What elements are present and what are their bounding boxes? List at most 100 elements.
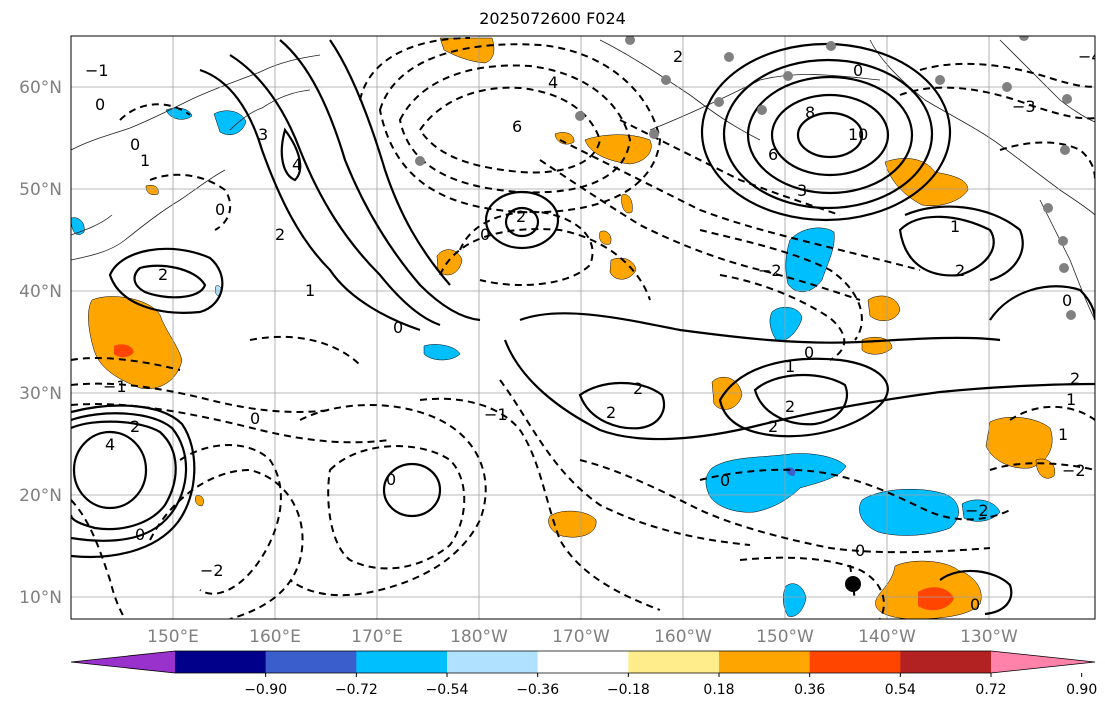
colorbar-segment — [265, 651, 357, 673]
contour-label: 2 — [768, 417, 778, 436]
positive-anomaly-region — [621, 194, 633, 214]
negative-anomaly-region — [783, 583, 807, 617]
colorbar-tick-label: −0.72 — [335, 682, 378, 698]
contour-label: 2 — [516, 207, 526, 226]
contour-label: 2 — [955, 261, 965, 280]
contour-label: −4 — [1078, 47, 1102, 66]
contour-label: −2 — [965, 501, 989, 520]
contour-label: 0 — [135, 525, 145, 544]
colorbar-tick-label: 0.54 — [885, 682, 916, 698]
positive-anomaly-region — [609, 257, 637, 280]
latitude-label: 20°N — [19, 486, 62, 506]
colorbar-extend-low — [71, 651, 175, 673]
contour-label: 1 — [1066, 390, 1076, 409]
colorbar-segment — [628, 651, 720, 673]
shaded-anomaly-regions — [71, 37, 1056, 619]
longitude-label: 160°E — [249, 627, 301, 647]
latitude-label: 60°N — [19, 78, 62, 98]
contour-label: 2 — [633, 379, 643, 398]
colorbar-extend-high — [991, 651, 1095, 673]
contour-label: −2 — [1062, 461, 1086, 480]
colorbar: −0.90 −0.72 −0.54 −0.36 −0.18 0.18 0.36 0.54 0.7… — [70, 650, 1097, 698]
longitude-label: 170°W — [552, 627, 610, 647]
negative-anomaly-region — [423, 344, 461, 361]
negative-anomaly-region — [213, 110, 247, 135]
contour-label: 10 — [848, 125, 868, 144]
colorbar-segment — [537, 651, 629, 673]
longitude-label: 150°W — [756, 627, 814, 647]
colorbar-tick-label: 0.36 — [794, 682, 825, 698]
colorbar-segment — [900, 651, 992, 673]
contour-label: 0 — [853, 61, 863, 80]
contour-label: 1 — [140, 151, 150, 170]
contour-label: 2 — [158, 265, 168, 284]
negative-anomaly-region — [859, 488, 959, 536]
contour-label: 0 — [386, 470, 396, 489]
contour-label: 1 — [1058, 425, 1068, 444]
contour-label: −2 — [200, 561, 224, 580]
contour-label: 2 — [130, 417, 140, 436]
station-markers — [415, 36, 1076, 592]
longitude-label: 150°E — [147, 627, 199, 647]
latitude-label: 50°N — [19, 180, 62, 200]
contour-label: 2 — [275, 225, 285, 244]
positive-anomaly-region — [195, 495, 204, 507]
latitude-label: 10°N — [19, 588, 62, 608]
latitude-label: 40°N — [19, 282, 62, 302]
colorbar-segment — [719, 651, 811, 673]
map-frame — [70, 35, 1096, 620]
negative-anomaly-region — [769, 306, 803, 342]
positive-anomaly-region — [548, 510, 597, 538]
colorbar-segment — [447, 651, 539, 673]
strong-positive-anomaly-region — [918, 587, 954, 611]
positive-anomaly-region — [436, 249, 463, 276]
contour-label: 0 — [970, 595, 980, 614]
colorbar-tick-label: 0.18 — [703, 682, 734, 698]
contour-label: 2 — [785, 397, 795, 416]
contour-label: 0 — [215, 200, 225, 219]
colorbar-segment — [175, 651, 267, 673]
contour-label: 0 — [1062, 291, 1072, 310]
negative-anomaly-region — [71, 217, 85, 235]
contour-label: −2 — [758, 261, 782, 280]
positive-anomaly-region — [145, 185, 159, 195]
contour-label: 0 — [130, 135, 140, 154]
contour-label: 0 — [480, 225, 490, 244]
contour-label: 2 — [1070, 369, 1080, 388]
contour-label: 8 — [805, 103, 815, 122]
contour-label: 2 — [673, 47, 683, 66]
contour-label: 0 — [720, 471, 730, 490]
contour-label: −1 — [85, 61, 109, 80]
contour-label: 6 — [768, 145, 778, 164]
contour-labels: 8 10 6 3 2 0 6 4 4 2 2 1 0 0 −1 2 1 0 3 … — [85, 47, 1102, 614]
contour-label: 1 — [950, 217, 960, 236]
colorbar-tick-label: −0.54 — [426, 682, 469, 698]
colorbar-segment — [356, 651, 448, 673]
contour-label: 4 — [105, 435, 115, 454]
contour-label: 3 — [797, 181, 807, 200]
longitude-label: 170°E — [351, 627, 403, 647]
contour-label: −3 — [1012, 97, 1036, 116]
positive-anomaly-region — [599, 230, 612, 245]
longitude-label: 140°W — [858, 627, 916, 647]
map-title: 2025072600 F024 — [479, 9, 626, 28]
contour-label: 2 — [606, 403, 616, 422]
contour-label: 0 — [250, 409, 260, 428]
colorbar-outline — [70, 650, 1096, 674]
positive-anomaly-region — [554, 132, 575, 145]
contour-label: −1 — [103, 377, 127, 396]
negative-anomaly-region — [705, 453, 847, 513]
positive-contours — [71, 39, 1095, 616]
positive-anomaly-region — [985, 417, 1053, 469]
strong-positive-anomaly-region — [114, 344, 134, 358]
colorbar-segment — [809, 651, 901, 673]
colorbar-tick-label: −0.90 — [244, 682, 287, 698]
storm-marker — [845, 576, 861, 592]
latitude-labels: 60°N 50°N 40°N 30°N 20°N 10°N — [19, 78, 62, 608]
contour-label: 1 — [785, 357, 795, 376]
contour-label: 0 — [393, 318, 403, 337]
longitude-label: 160°W — [654, 627, 712, 647]
longitude-label: 180°W — [450, 627, 508, 647]
contour-label: −1 — [484, 405, 508, 424]
